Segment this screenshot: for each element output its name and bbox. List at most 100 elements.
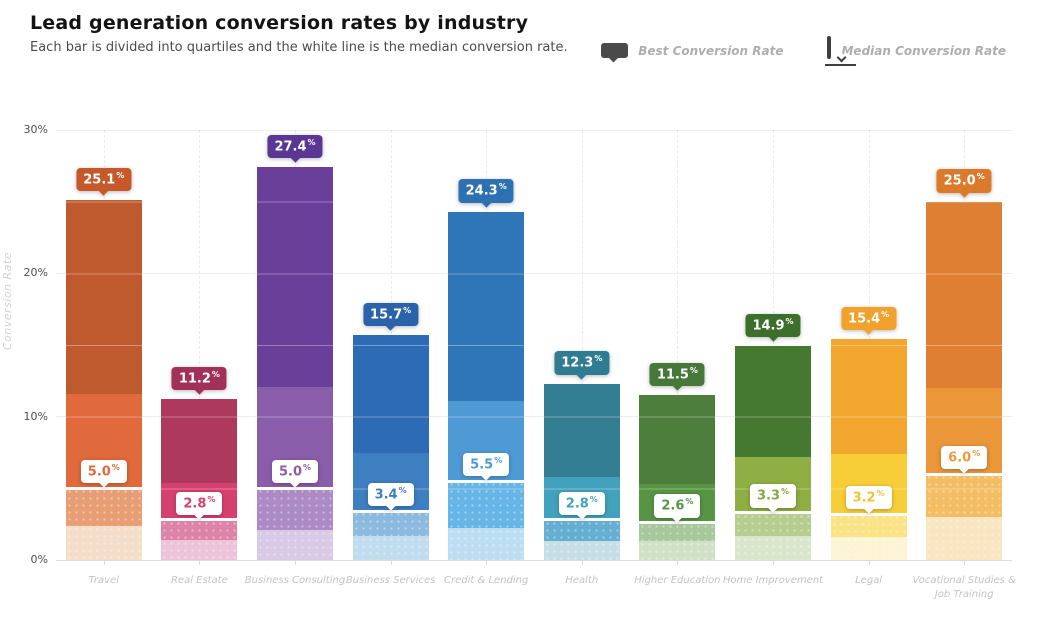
quartile-segment-q1	[65, 525, 142, 560]
quartile-segment-q2	[161, 519, 238, 540]
median-label-home-improvement: 3.3%	[749, 484, 797, 513]
median-line	[829, 512, 908, 516]
bar-business-consulting[interactable]	[255, 167, 334, 560]
bar-business-services[interactable]	[351, 334, 430, 560]
quartile-segment-q4	[65, 200, 142, 394]
bar-health[interactable]	[542, 383, 621, 560]
median-label-real-estate: 2.8%	[176, 491, 223, 520]
median-line	[542, 518, 621, 522]
column-slot-credit-lending: 24.3% 5.5% Credit & Lending	[438, 130, 534, 586]
center-guide-line	[677, 130, 679, 560]
x-axis-label-legal: Legal	[855, 575, 883, 586]
median-line	[351, 509, 430, 513]
bar-credit-lending[interactable]	[447, 211, 526, 560]
median-line	[925, 472, 1004, 476]
gridline-10	[56, 416, 1012, 418]
median-label-higher-education: 2.6%	[654, 494, 701, 523]
quartile-segment-q2	[65, 488, 142, 526]
gridline-20	[56, 272, 1012, 274]
quartile-segment-q4	[639, 395, 716, 485]
chart-subtitle: Each bar is divided into quartiles and t…	[30, 40, 568, 55]
median-label-vocational-studies-job-training: 6.0%	[941, 445, 988, 474]
best-bubble-icon	[601, 43, 629, 63]
x-tick	[868, 560, 870, 565]
quartile-segment-q4	[830, 339, 907, 454]
best-label-business-consulting: 27.4%	[267, 134, 323, 163]
quartile-segment-q2	[352, 511, 429, 536]
quartile-segment-q1	[256, 529, 333, 560]
median-label-legal: 3.2%	[845, 485, 892, 514]
legend-item-best[interactable]: Best Conversion Rate	[601, 43, 784, 63]
column-slot-real-estate: 11.2% 2.8% Real Estate	[152, 130, 248, 586]
median-label-health: 2.8%	[558, 491, 605, 520]
plot-area: 0% 10% 20% 30% 25.1% 5.0% Travel 11.2% 2.8% Real …	[24, 123, 1016, 600]
x-tick	[677, 560, 679, 565]
quartile-segment-q1	[543, 541, 620, 560]
quartile-segment-q2	[256, 488, 333, 530]
x-axis-label-real-estate: Real Estate	[170, 575, 228, 586]
quartile-segment-q1	[161, 539, 238, 560]
quartile-segment-q4	[543, 383, 620, 477]
quartile-segment-q4	[734, 346, 811, 457]
median-label-travel: 5.0%	[80, 460, 127, 489]
quartile-segment-q2	[926, 474, 1003, 517]
x-axis-label-home-improvement: Home Improvement	[722, 575, 824, 586]
bar-home-improvement[interactable]	[733, 346, 812, 560]
quartile-segment-q1	[926, 517, 1003, 560]
y-tick-label-0: 0%	[30, 553, 48, 566]
column-slot-health: 12.3% 2.8% Health	[534, 130, 630, 586]
quartile-segment-q4	[161, 399, 238, 483]
quartile-segment-q1	[352, 535, 429, 560]
legend-item-median[interactable]: Median Conversion Rate	[825, 36, 1006, 66]
x-tick	[390, 560, 392, 565]
center-guide-line	[581, 130, 583, 560]
median-label-business-services: 3.4%	[367, 482, 414, 511]
bar-vocational-studies-job-training[interactable]	[925, 201, 1004, 560]
x-tick	[103, 560, 105, 565]
quartile-segment-q1	[639, 541, 716, 560]
x-axis-label-business-consulting: Business Consulting	[244, 575, 346, 586]
quartile-segment-q2	[543, 519, 620, 542]
quartile-segment-q2	[639, 522, 716, 542]
x-tick	[294, 560, 296, 565]
quartile-segment-q1	[448, 528, 525, 560]
column-slot-legal: 15.4% 3.2% Legal	[821, 130, 917, 586]
gridline-0	[56, 559, 1012, 561]
column-slot-travel: 25.1% 5.0% Travel	[56, 130, 152, 586]
center-guide-line	[199, 130, 201, 560]
best-label-travel: 25.1%	[76, 167, 132, 196]
median-label-credit-lending: 5.5%	[463, 452, 510, 481]
best-label-home-improvement: 14.9%	[745, 314, 801, 343]
best-label-legal: 15.4%	[841, 306, 897, 335]
bar-travel[interactable]	[64, 200, 143, 560]
gridline-30	[56, 129, 1012, 131]
quartile-segment-q1	[830, 537, 907, 560]
quartile-segment-q1	[734, 535, 811, 560]
x-axis-label-credit-lending: Credit & Lending	[444, 575, 529, 586]
column-slot-business-consulting: 27.4% 5.0% Business Consulting	[245, 130, 345, 586]
best-label-health: 12.3%	[554, 351, 610, 380]
median-line	[447, 479, 526, 483]
bar-higher-education[interactable]	[638, 395, 717, 560]
x-axis-label-higher-education: Higher Education	[634, 575, 721, 586]
quartile-segment-q4	[926, 201, 1003, 388]
bar-real-estate[interactable]	[160, 399, 239, 560]
bar-legal[interactable]	[829, 339, 908, 560]
median-bubble-icon	[825, 36, 857, 66]
median-line	[733, 511, 812, 515]
x-tick	[772, 560, 774, 565]
quartile-segment-q2	[734, 512, 811, 536]
legend-label-median: Median Conversion Rate	[841, 43, 1006, 58]
median-label-business-consulting: 5.0%	[271, 460, 319, 489]
best-label-business-services: 15.7%	[363, 302, 419, 331]
best-label-credit-lending: 24.3%	[458, 179, 514, 208]
x-tick	[964, 560, 966, 565]
quartile-segment-q4	[256, 167, 333, 387]
quartile-segment-q2	[830, 514, 907, 538]
best-label-vocational-studies-job-training: 25.0%	[936, 169, 992, 198]
legend-label-best: Best Conversion Rate	[638, 43, 784, 58]
x-axis-label-health: Health	[565, 575, 599, 586]
page-title: Lead generation conversion rates by indu…	[30, 12, 529, 34]
y-tick-label-10: 10%	[23, 409, 48, 423]
